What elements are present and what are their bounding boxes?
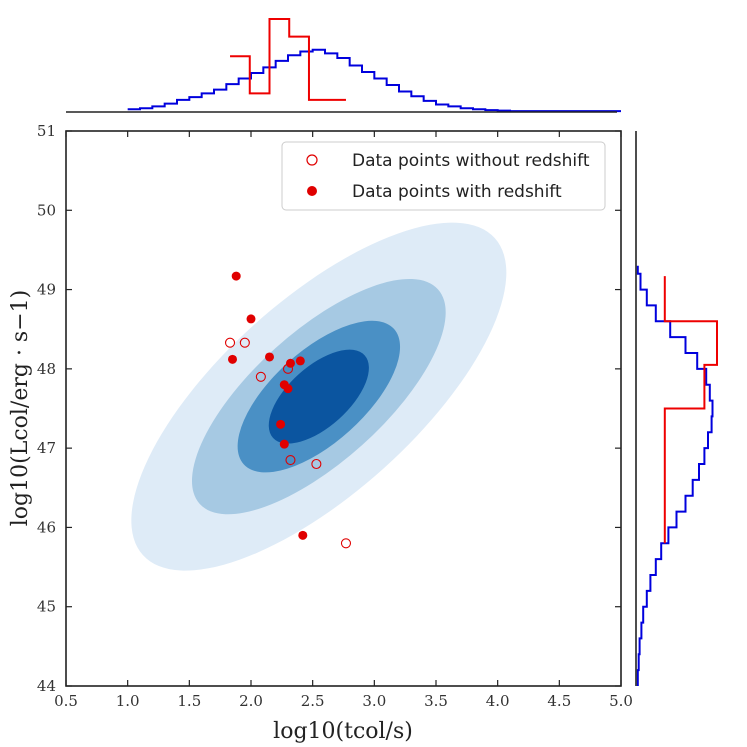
- legend-marker-open: [306, 154, 318, 166]
- x-tick-label: 3.5: [424, 692, 448, 710]
- y-tick-label: 51: [37, 122, 56, 140]
- point-without-redshift: [285, 454, 296, 466]
- top-marginal-histogram: [66, 18, 621, 113]
- x-tick-label: 4.0: [486, 692, 510, 710]
- x-tick-label: 3.0: [362, 692, 386, 710]
- point-with-redshift: [265, 352, 274, 362]
- point-with-redshift: [283, 384, 293, 394]
- x-tick-label: 0.5: [54, 692, 78, 710]
- contour-level-4: [268, 349, 369, 444]
- y-tick-label: 47: [37, 439, 56, 457]
- point-with-redshift: [298, 530, 308, 540]
- x-tick-label: 2.0: [239, 692, 263, 710]
- y-tick-label: 50: [37, 201, 56, 219]
- point-with-redshift: [285, 358, 295, 368]
- point-with-redshift: [295, 356, 305, 366]
- y-axis-label: log10(Lcol/erg · s−1): [8, 290, 33, 526]
- point-without-redshift: [224, 337, 236, 348]
- legend-label-with-redshift: Data points with redshift: [352, 182, 562, 202]
- main-plot: 0.5 1.0 1.5 2.0 2.5 3.0 3.5 4.0 4.5 5.0 44 45 46 47 48…: [8, 122, 633, 744]
- point-with-redshift: [246, 314, 256, 324]
- x-tick-label: 1.0: [116, 692, 140, 710]
- axis-ticks: 0.5 1.0 1.5 2.0 2.5 3.0 3.5 4.0 4.5 5.0 44 45 46 47 48…: [37, 122, 633, 710]
- y-tick-label: 48: [37, 360, 56, 378]
- y-tick-label: 44: [37, 677, 56, 695]
- top-marginal-blue-step: [127, 48, 621, 113]
- legend: Data points without redshift Data points…: [281, 141, 606, 211]
- x-tick-label: 1.5: [177, 692, 201, 710]
- point-with-redshift: [231, 271, 241, 281]
- point-without-redshift: [340, 538, 352, 549]
- y-tick-label: 49: [37, 281, 56, 299]
- kde-contours: [131, 222, 507, 571]
- legend-box: [281, 141, 606, 211]
- x-tick-label: 2.5: [301, 692, 325, 710]
- right-marginal-blue-step: [636, 265, 714, 686]
- right-marginal-histogram: [635, 131, 718, 686]
- right-marginal-red-step: [663, 276, 718, 544]
- legend-marker-filled: [307, 186, 317, 196]
- x-tick-label: 5.0: [609, 692, 633, 710]
- point-without-redshift: [239, 337, 250, 348]
- legend-label-without-redshift: Data points without redshift: [352, 151, 590, 171]
- y-tick-label: 45: [37, 598, 56, 616]
- y-tick-label: 46: [37, 518, 56, 536]
- point-with-redshift: [228, 354, 237, 364]
- plot-frame: [65, 130, 622, 687]
- top-marginal-red-step: [230, 18, 346, 101]
- x-axis-label: log10(tcol/s): [273, 719, 413, 744]
- x-tick-label: 4.5: [547, 692, 571, 710]
- point-with-redshift: [276, 419, 286, 429]
- point-without-redshift: [255, 371, 266, 382]
- data-points: [224, 271, 352, 549]
- point-without-redshift: [311, 458, 322, 470]
- point-with-redshift: [279, 439, 289, 449]
